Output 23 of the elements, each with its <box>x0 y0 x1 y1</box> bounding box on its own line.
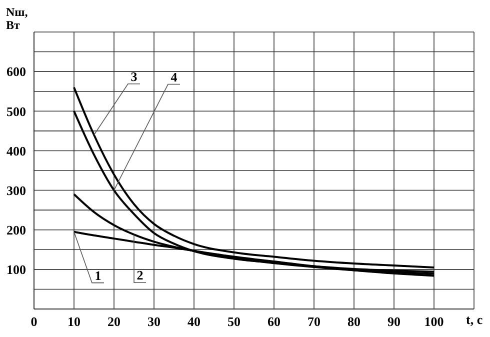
x-tick-label: 0 <box>30 314 38 330</box>
y-tick-label: 400 <box>6 143 26 158</box>
x-tick-label: 80 <box>348 314 360 330</box>
x-tick-label: 90 <box>388 314 400 330</box>
x-tick-label: 30 <box>148 314 160 330</box>
text: 4 <box>170 69 178 84</box>
x-axis-title: t, c <box>466 312 483 328</box>
x-tick-label: 50 <box>228 314 240 330</box>
y-tick-label: 100 <box>6 262 26 278</box>
x-tick-label: 20 <box>108 314 120 330</box>
y-tick-label: 500 <box>6 104 26 119</box>
x-tick-label: 100 <box>424 314 444 330</box>
x-tick-label: 60 <box>268 314 280 330</box>
y-tick-label: 300 <box>6 182 26 198</box>
x-tick-label: 10 <box>68 314 80 330</box>
text: 1 <box>94 268 102 283</box>
x-tick-label: 40 <box>188 314 200 330</box>
y-axis-title: Nш, Вт <box>6 5 28 32</box>
text: 3 <box>130 68 138 84</box>
x-tick-label: 70 <box>308 314 320 330</box>
y-tick-label: 200 <box>6 222 26 238</box>
y-tick-label: 600 <box>6 64 26 80</box>
text: 2 <box>136 268 144 283</box>
